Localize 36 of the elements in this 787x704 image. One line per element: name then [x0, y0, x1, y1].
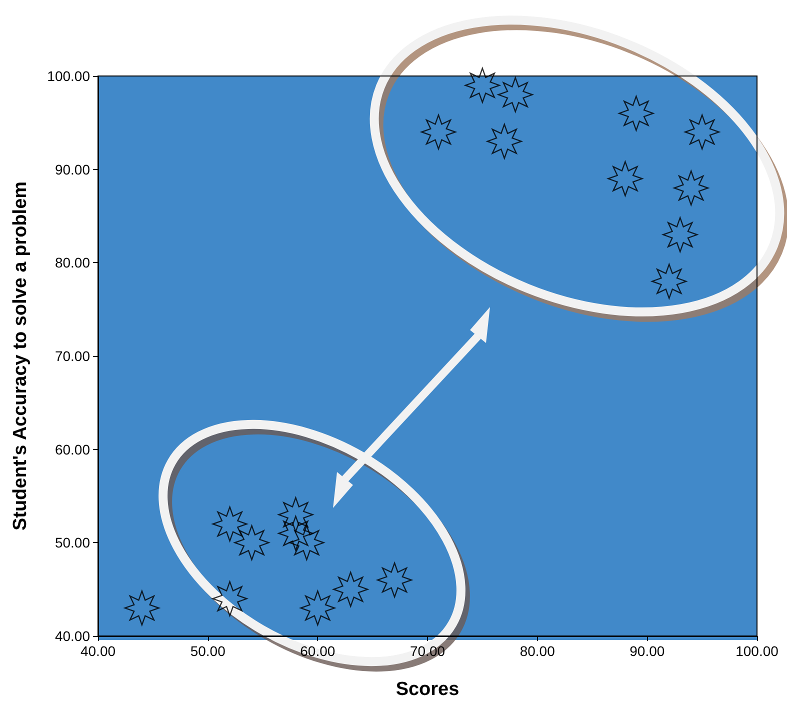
y-tick-label: 90.00 [54, 161, 90, 178]
point [608, 161, 643, 196]
point [464, 68, 500, 103]
point [234, 525, 270, 560]
y-tick-label: 80.00 [54, 254, 90, 271]
point [498, 77, 533, 112]
point [278, 516, 314, 551]
point [486, 124, 522, 159]
point [300, 590, 336, 626]
point [376, 562, 412, 598]
point [618, 96, 654, 131]
point [124, 590, 160, 626]
x-tick-label: 60.00 [300, 643, 336, 659]
x-axis-title: Scores [396, 679, 460, 700]
x-tick-label: 80.00 [520, 643, 556, 659]
x-tick-label: 70.00 [410, 643, 446, 659]
point [212, 506, 248, 542]
point [684, 114, 720, 150]
x-tick-label: 100.00 [736, 643, 779, 659]
x-tick-label: 40.00 [80, 643, 116, 659]
point [212, 581, 248, 616]
point [333, 572, 368, 607]
x-tick-label: 50.00 [190, 643, 226, 659]
point [674, 170, 709, 206]
y-tick-label: 40.00 [54, 628, 90, 644]
y-tick-label: 70.00 [54, 348, 90, 364]
point [278, 497, 314, 532]
y-tick-label: 50.00 [54, 534, 90, 551]
y-tick-label: 100.00 [47, 68, 90, 84]
x-tick-label: 90.00 [630, 643, 665, 659]
y-tick-label: 60.00 [54, 441, 90, 458]
point [662, 217, 698, 252]
y-axis-title: Student's Accuracy to solve a problem [10, 181, 31, 531]
point [420, 114, 456, 150]
point [289, 525, 324, 560]
point [652, 264, 687, 299]
